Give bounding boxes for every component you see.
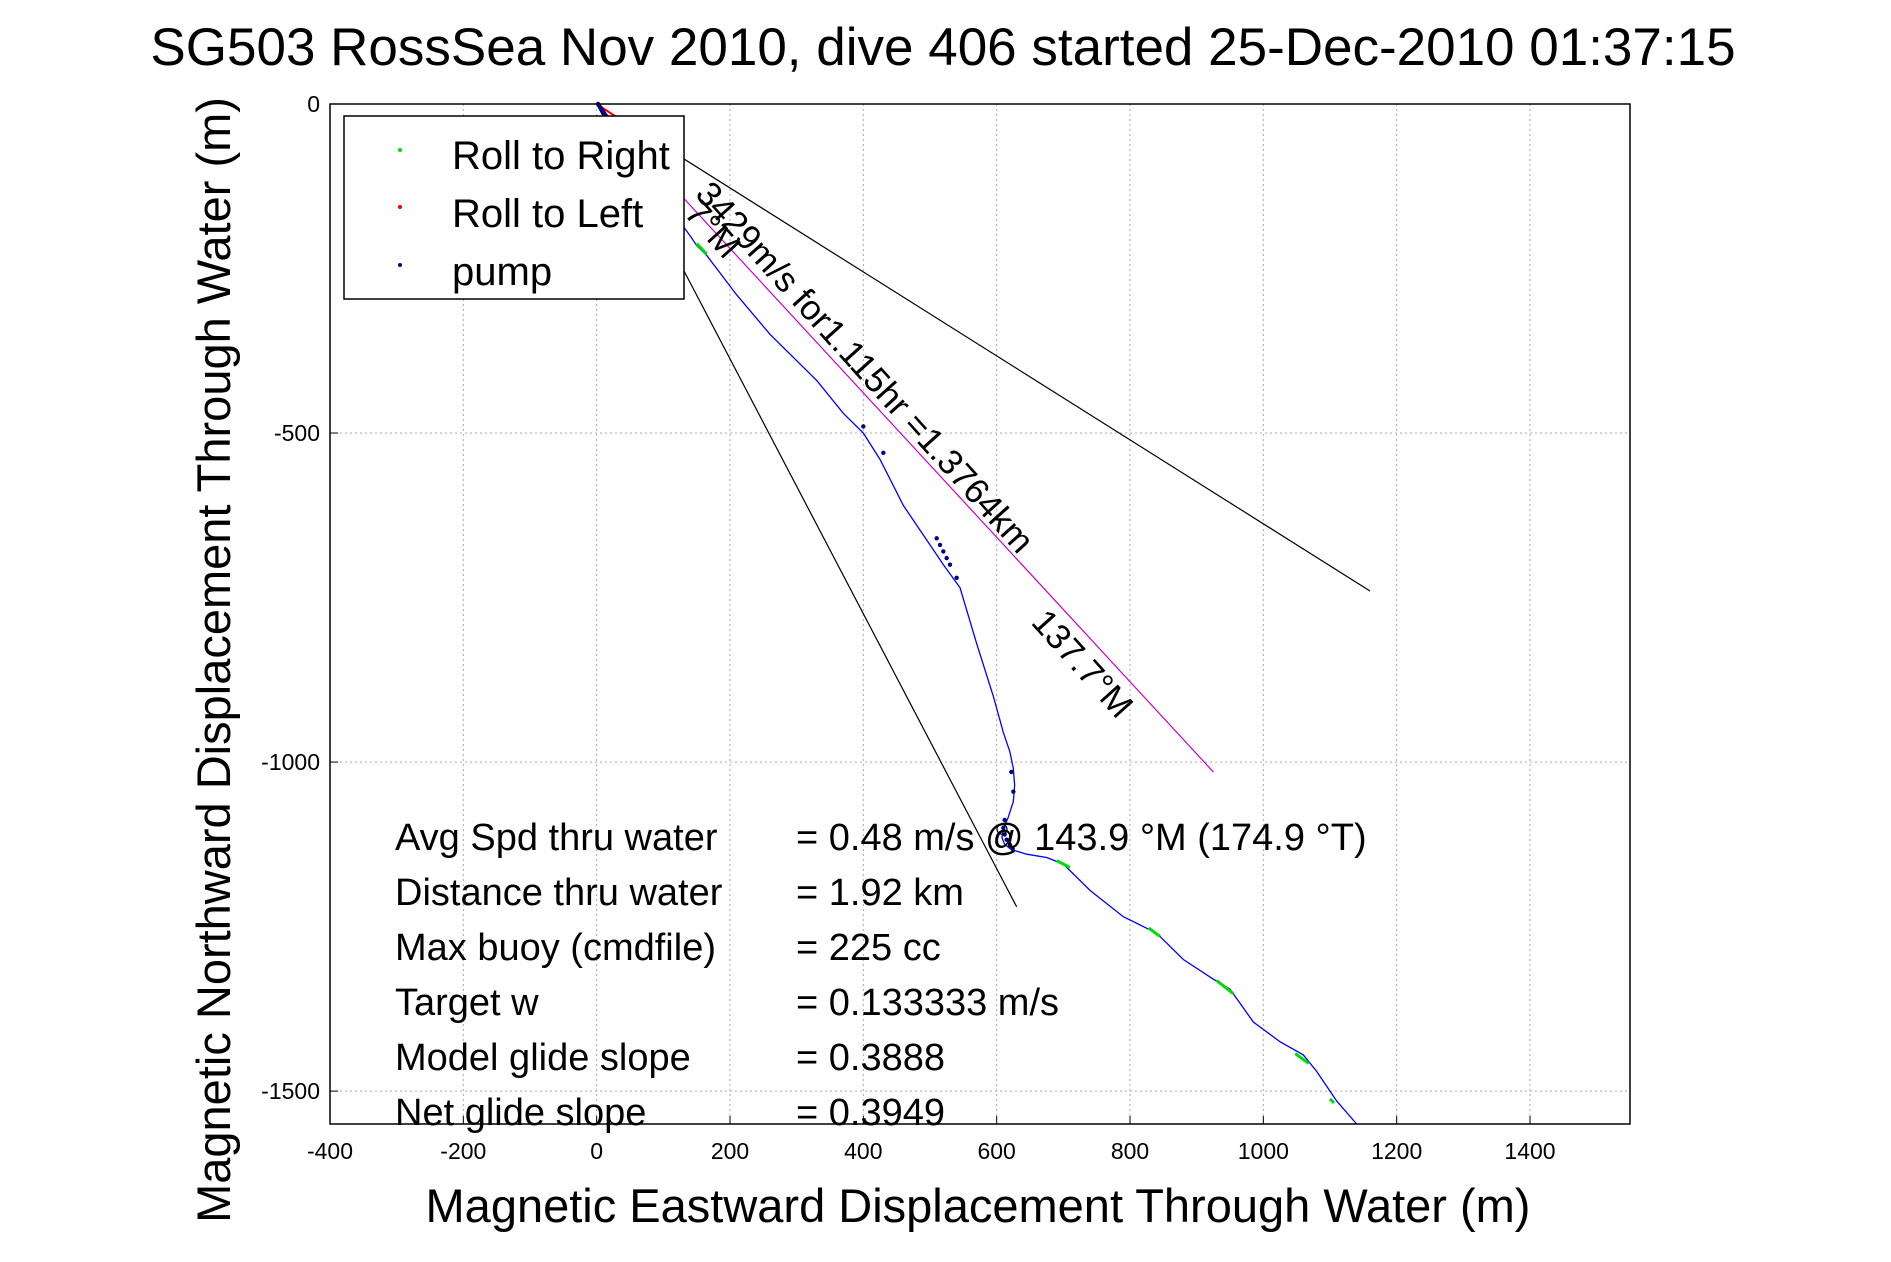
y-tick-label: -1500	[261, 1078, 320, 1104]
pump-point	[944, 555, 949, 561]
pump-point	[1002, 817, 1007, 823]
pump-point	[1011, 789, 1016, 794]
stat-label: Model glide slope	[395, 1037, 691, 1079]
stat-label: Net glide slope	[395, 1092, 646, 1134]
roll-right-segment	[695, 242, 708, 256]
x-tick-label: 800	[1111, 1138, 1149, 1164]
stats-block: Avg Spd thru water = 0.48 m/s @ 143.9 °M …	[395, 817, 1367, 1134]
legend-marker-pump	[398, 263, 402, 267]
pump-point	[881, 450, 886, 455]
pump-point	[941, 549, 946, 554]
cone-line	[596, 103, 1371, 592]
legend-marker-roll-right	[398, 148, 402, 152]
legend-item-pump: pump	[398, 250, 552, 294]
x-tick-label: 200	[711, 1138, 749, 1164]
axes-box	[329, 103, 1631, 1125]
pump-point	[954, 575, 959, 581]
roll-right-segment	[1215, 979, 1235, 995]
x-tick-label: 1400	[1504, 1138, 1555, 1164]
roll-right-segment	[1056, 859, 1071, 869]
pump-point	[934, 536, 939, 541]
legend-item-roll-left: Roll to Left	[398, 192, 643, 236]
current-vector-line	[596, 103, 1214, 773]
pump-point	[1001, 825, 1006, 831]
stat-value: = 1.92 km	[796, 872, 964, 914]
x-tick-label: 600	[977, 1138, 1015, 1164]
x-tick-label: 1200	[1371, 1138, 1422, 1164]
x-tick-label: -200	[440, 1138, 486, 1164]
current-line	[596, 103, 1214, 773]
y-tick-label: -500	[274, 420, 320, 446]
pump-point	[861, 424, 866, 429]
track-polyline	[596, 103, 1358, 1125]
legend-label-roll-right: Roll to Right	[452, 134, 670, 178]
stat-value: = 0.48 m/s @ 143.9 °M (174.9 °T)	[796, 817, 1367, 859]
x-axis-title: Magnetic Eastward Displacement Through W…	[426, 1179, 1531, 1232]
legend-marker-roll-left	[398, 205, 402, 209]
chart-title: SG503 RossSea Nov 2010, dive 406 started…	[150, 18, 1735, 77]
pump-point	[947, 562, 953, 567]
legend-label-pump: pump	[452, 250, 552, 294]
stat-value: = 0.133333 m/s	[796, 982, 1059, 1024]
pump-point	[937, 542, 943, 548]
x-tick-label: 1000	[1238, 1138, 1289, 1164]
pump-point	[1007, 842, 1013, 848]
surface-marker	[996, 823, 1008, 835]
roll-right-segment	[1147, 926, 1161, 938]
roll-right-segment	[1328, 1097, 1336, 1105]
x-tick-labels: -400 -200 0 200 400 600 800 1000 1200 1400	[307, 1116, 1556, 1164]
legend-label-roll-left: Roll to Left	[452, 192, 643, 236]
stat-label: Avg Spd thru water	[395, 817, 718, 859]
stat-label: Distance thru water	[395, 872, 723, 914]
x-tick-label: 400	[844, 1138, 882, 1164]
legend-item-roll-right: Roll to Right	[398, 134, 670, 178]
stat-label: Target w	[395, 982, 539, 1024]
stat-value: = 0.3949	[796, 1092, 945, 1134]
roll-right-segment	[1294, 1052, 1310, 1065]
track-line	[596, 103, 1358, 1125]
pump-point	[1009, 769, 1014, 775]
y-tick-label: 0	[307, 91, 320, 117]
y-axis-title: Magnetic Northward Displacement Through …	[187, 97, 240, 1223]
stat-value: = 0.3888	[796, 1037, 945, 1079]
stat-value: = 225 cc	[796, 927, 941, 969]
x-tick-label: 0	[590, 1138, 603, 1164]
y-tick-labels: 0 -500 -1000 -1500	[261, 91, 338, 1104]
legend: Roll to Right Roll to Left pump	[343, 115, 685, 300]
pump-point	[1004, 837, 1009, 842]
pump-point	[1010, 846, 1015, 852]
stat-label: Max buoy (cmdfile)	[395, 927, 716, 969]
y-tick-label: -1000	[261, 749, 320, 775]
x-tick-label: -400	[307, 1138, 353, 1164]
